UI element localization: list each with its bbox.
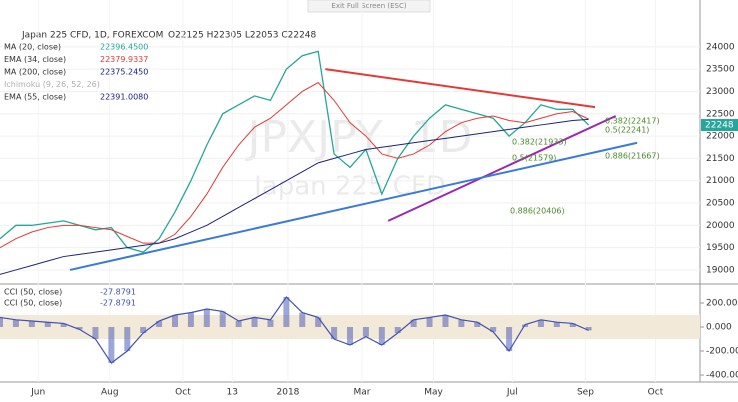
indicator-name: Ichimoku (9, 26, 52, 26)	[4, 80, 100, 89]
y-tick-label: 21500	[706, 154, 735, 164]
watermark-sub: Japan 225 CFD	[252, 172, 446, 202]
y-tick-label: 22500	[706, 109, 735, 119]
x-tick-label: 2018	[277, 388, 300, 398]
indicator-value: 22375.2450	[100, 68, 148, 77]
indicator-name: EMA (55, close)	[4, 93, 66, 102]
indicator-value: 22391.0080	[100, 93, 148, 102]
cci-value: -27.8791	[100, 299, 136, 308]
x-tick-label: Mar	[353, 388, 370, 398]
cci-tick-label: 0.000	[706, 323, 732, 333]
cci-name: CCI (50, close)	[4, 299, 62, 308]
y-tick-label: 23500	[706, 65, 735, 75]
indicator-name: EMA (34, close)	[4, 55, 66, 64]
y-tick-label: 19000	[706, 265, 735, 275]
price-line	[0, 50, 590, 253]
indicator-name: MA (200, close)	[4, 68, 66, 77]
fib-label: 0.5(22241)	[605, 126, 649, 135]
trend-line	[69, 141, 638, 271]
trend-line	[325, 68, 596, 109]
y-tick-label: 20500	[706, 199, 735, 209]
fib-label: 0.382(22417)	[605, 117, 660, 126]
moving-average	[0, 81, 589, 249]
x-tick-label: Jul	[506, 388, 518, 398]
last-price-label: 22248	[705, 121, 734, 131]
symbol-title: Japan 225 CFD, 1D, FOREXCOM	[21, 31, 163, 41]
x-tick-label: 13	[227, 388, 238, 398]
exit-fullscreen-button[interactable]	[307, 0, 431, 13]
ohlc: O22125 H22305 L22053 C22248	[168, 31, 317, 41]
indicator-value: 22379.9337	[100, 55, 148, 64]
cci-tick-label: 200.000	[706, 299, 738, 309]
x-tick-label: Aug	[101, 388, 119, 398]
cci-line	[0, 296, 589, 364]
exit-fullscreen-label[interactable]: Exit Full Screen (ESC)	[331, 2, 406, 10]
cci-tick-label: -400.000	[706, 371, 738, 381]
y-tick-label: 24000	[706, 42, 735, 52]
x-tick-label: Jun	[30, 388, 45, 398]
y-tick-label: 21000	[706, 176, 735, 186]
fib-label: 0.382(21933)	[512, 138, 567, 147]
trend-line	[387, 115, 617, 222]
indicator-value: 22396.4500	[100, 43, 148, 52]
fib-label: 0.5(21579)	[512, 154, 556, 163]
x-tick-label: Sep	[577, 388, 594, 398]
x-tick-label: Oct	[175, 388, 191, 398]
fib-label: 0.886(20406)	[510, 207, 565, 216]
x-tick-label: May	[424, 388, 443, 398]
last-price-tag	[701, 119, 738, 132]
indicator-name: MA (20, close)	[4, 43, 61, 52]
y-tick-label: 22000	[706, 132, 735, 142]
cci-name: CCI (50, close)	[4, 288, 62, 297]
moving-average	[0, 118, 589, 275]
x-tick-label: Oct	[648, 388, 664, 398]
y-tick-label: 23000	[706, 87, 735, 97]
cci-tick-label: -200.000	[706, 347, 738, 357]
fib-label: 0.886(21667)	[605, 152, 660, 161]
watermark: JPXJPY, 1D	[245, 112, 473, 163]
y-tick-label: 19500	[706, 243, 735, 253]
y-tick-label: 20000	[706, 221, 735, 231]
cci-value: -27.8791	[100, 288, 136, 297]
